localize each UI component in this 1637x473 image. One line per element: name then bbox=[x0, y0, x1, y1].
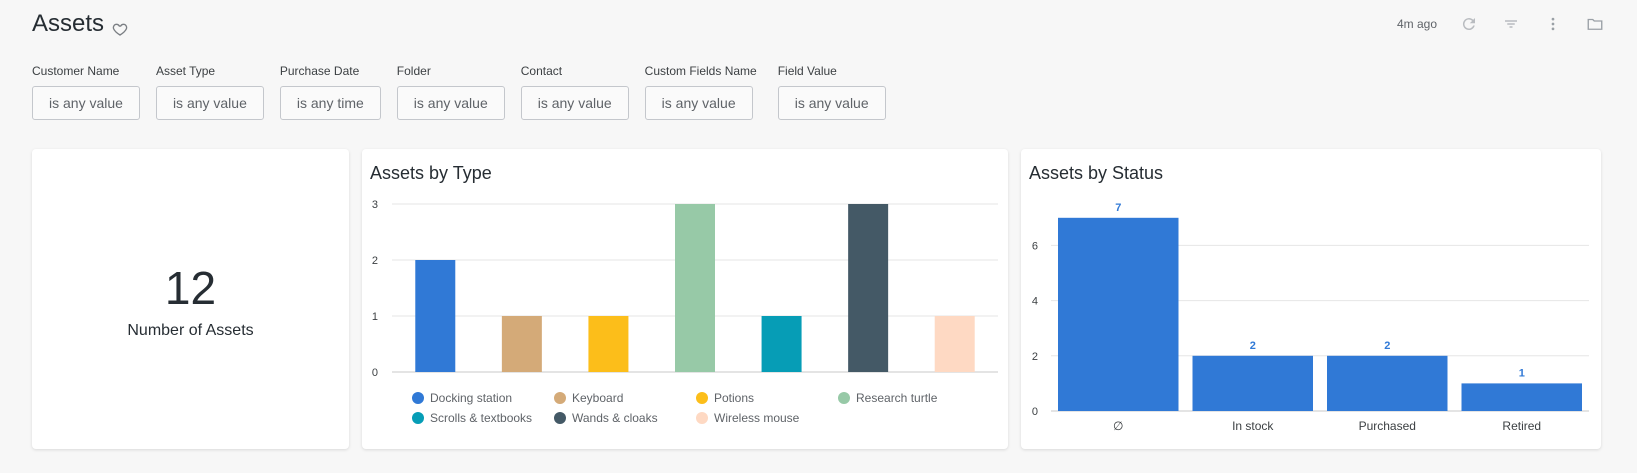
filter-asset-type: Asset Type is any value bbox=[155, 63, 264, 120]
last-updated-text: 4m ago bbox=[1396, 17, 1437, 31]
x-tick-label: Retired bbox=[1502, 419, 1541, 433]
y-tick-label: 0 bbox=[1032, 406, 1038, 418]
x-tick-label: In stock bbox=[1232, 419, 1274, 433]
bar bbox=[761, 316, 802, 372]
legend-swatch bbox=[696, 412, 708, 424]
legend-label: Keyboard bbox=[572, 391, 624, 405]
data-label: 1 bbox=[1519, 367, 1525, 379]
filter-label: Custom Fields Name bbox=[644, 64, 757, 78]
dashboard-toolbar: 4m ago bbox=[1397, 14, 1605, 34]
legend-item[interactable]: Scrolls & textbooks bbox=[412, 411, 554, 425]
y-tick-label: 1 bbox=[372, 311, 378, 323]
filter-label: Folder bbox=[396, 64, 431, 78]
assets-by-type-card: Assets by Type 0 1 2 3 Docking station Keybo… bbox=[362, 149, 1008, 449]
legend-label: Potions bbox=[714, 391, 755, 405]
bar bbox=[415, 260, 456, 372]
legend-label: Wireless mouse bbox=[714, 411, 800, 425]
filter-contact: Contact is any value bbox=[520, 63, 629, 120]
x-tick-label: ∅ bbox=[1113, 419, 1123, 433]
y-tick-label: 6 bbox=[1032, 240, 1038, 252]
page-title: Assets bbox=[32, 10, 128, 38]
heart-icon[interactable] bbox=[112, 16, 128, 36]
y-tick-label: 2 bbox=[1032, 351, 1038, 363]
bar bbox=[1327, 355, 1448, 411]
legend-label: Docking station bbox=[430, 391, 513, 405]
bar bbox=[675, 204, 715, 372]
data-label: 2 bbox=[1384, 340, 1390, 352]
chart-legend: Docking station Keyboard Potions Research t… bbox=[412, 391, 972, 425]
chart-title: Assets by Status bbox=[1029, 163, 1164, 183]
filter-custom-fields-name-button[interactable]: is any value bbox=[644, 86, 753, 120]
legend-label: Wands & cloaks bbox=[572, 411, 658, 425]
page-title-text: Assets bbox=[32, 10, 105, 37]
legend-item[interactable]: Keyboard bbox=[554, 391, 696, 405]
filter-custom-fields-name: Custom Fields Name is any value bbox=[644, 63, 757, 120]
bar bbox=[848, 204, 889, 372]
legend-swatch bbox=[554, 412, 566, 424]
filter-customer-name: Customer Name is any value bbox=[32, 63, 140, 120]
filter-field-value-button[interactable]: is any value bbox=[777, 86, 886, 120]
filter-label: Contact bbox=[520, 64, 563, 78]
bar bbox=[1461, 383, 1582, 411]
refresh-icon[interactable] bbox=[1459, 14, 1479, 34]
legend-item[interactable]: Research turtle bbox=[838, 391, 958, 405]
filter-icon[interactable] bbox=[1501, 14, 1521, 34]
kpi-card: 12 Number of Assets bbox=[32, 149, 349, 449]
assets-by-status-chart: 0 2 4 6 7 ∅ 2 In stock 2 Purchased 1 Retired bbox=[1032, 202, 1589, 433]
assets-by-type-chart: 0 1 2 3 bbox=[372, 199, 998, 379]
filter-label: Asset Type bbox=[155, 64, 216, 78]
legend-item[interactable]: Wireless mouse bbox=[696, 411, 838, 425]
kpi-label: Number of Assets bbox=[127, 322, 254, 339]
legend-item[interactable]: Docking station bbox=[412, 391, 554, 405]
data-label: 2 bbox=[1250, 340, 1256, 352]
filter-label: Customer Name bbox=[32, 64, 120, 78]
filter-label: Field Value bbox=[777, 64, 837, 78]
y-tick-label: 0 bbox=[372, 367, 378, 379]
filter-purchase-date: Purchase Date is any time bbox=[279, 63, 381, 120]
legend-swatch bbox=[838, 392, 850, 404]
filter-folder-button[interactable]: is any value bbox=[396, 86, 505, 120]
legend-item[interactable]: Wands & cloaks bbox=[554, 411, 696, 425]
y-tick-label: 3 bbox=[372, 199, 378, 211]
more-options-icon[interactable] bbox=[1543, 14, 1563, 34]
legend-label: Scrolls & textbooks bbox=[430, 411, 533, 425]
bar bbox=[588, 316, 629, 372]
filter-purchase-date-button[interactable]: is any time bbox=[279, 86, 381, 120]
y-tick-label: 2 bbox=[372, 255, 378, 267]
filter-label: Purchase Date bbox=[279, 64, 360, 78]
bar bbox=[1192, 355, 1313, 411]
legend-swatch bbox=[696, 392, 708, 404]
bar bbox=[501, 316, 542, 372]
bar bbox=[934, 316, 975, 372]
chart-title: Assets by Type bbox=[370, 163, 492, 183]
bar bbox=[1058, 217, 1179, 411]
filter-folder: Folder is any value bbox=[396, 63, 505, 120]
legend-swatch bbox=[412, 392, 424, 404]
kpi-value: 12 bbox=[164, 262, 217, 314]
legend-label: Research turtle bbox=[856, 391, 938, 405]
x-tick-label: Purchased bbox=[1359, 419, 1416, 433]
filter-field-value: Field Value is any value bbox=[777, 63, 886, 120]
data-label: 7 bbox=[1115, 202, 1121, 214]
legend-swatch bbox=[554, 392, 566, 404]
legend-item[interactable]: Potions bbox=[696, 391, 838, 405]
legend-swatch bbox=[412, 412, 424, 424]
filter-contact-button[interactable]: is any value bbox=[520, 86, 629, 120]
folder-icon[interactable] bbox=[1585, 14, 1605, 34]
filter-bar: Customer Name is any value Asset Type is… bbox=[32, 63, 902, 120]
filter-customer-name-button[interactable]: is any value bbox=[32, 86, 140, 120]
y-tick-label: 4 bbox=[1032, 296, 1038, 308]
filter-asset-type-button[interactable]: is any value bbox=[155, 86, 264, 120]
assets-by-status-card: Assets by Status 0 2 4 6 7 ∅ 2 In stock 2 Purchas… bbox=[1021, 149, 1601, 449]
